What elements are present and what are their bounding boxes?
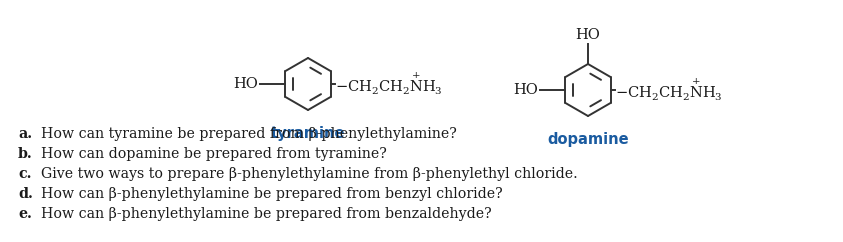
Text: Give two ways to prepare β-phenylethylamine from β-phenylethyl chloride.: Give two ways to prepare β-phenylethylam… <box>32 167 577 181</box>
Text: HO: HO <box>234 77 259 91</box>
Text: dopamine: dopamine <box>547 132 629 147</box>
Text: c.: c. <box>18 167 31 181</box>
Text: a.: a. <box>18 127 32 141</box>
Text: How can tyramine be prepared from β-phenylethylamine?: How can tyramine be prepared from β-phen… <box>32 127 457 141</box>
Text: How can β-phenylethylamine be prepared from benzaldehyde?: How can β-phenylethylamine be prepared f… <box>32 207 491 221</box>
Text: $\mathregular{-CH_2CH_2\overset{+}{N}H_3}$: $\mathregular{-CH_2CH_2\overset{+}{N}H_3… <box>615 76 722 103</box>
Text: d.: d. <box>18 187 33 201</box>
Text: e.: e. <box>18 207 32 221</box>
Text: b.: b. <box>18 147 33 161</box>
Text: How can dopamine be prepared from tyramine?: How can dopamine be prepared from tyrami… <box>32 147 387 161</box>
Text: HO: HO <box>513 83 539 97</box>
Text: HO: HO <box>576 28 600 42</box>
Text: $\mathregular{-CH_2CH_2\overset{+}{N}H_3}$: $\mathregular{-CH_2CH_2\overset{+}{N}H_3… <box>335 69 443 97</box>
Text: How can β-phenylethylamine be prepared from benzyl chloride?: How can β-phenylethylamine be prepared f… <box>32 187 502 201</box>
Text: tyramine: tyramine <box>271 126 346 141</box>
